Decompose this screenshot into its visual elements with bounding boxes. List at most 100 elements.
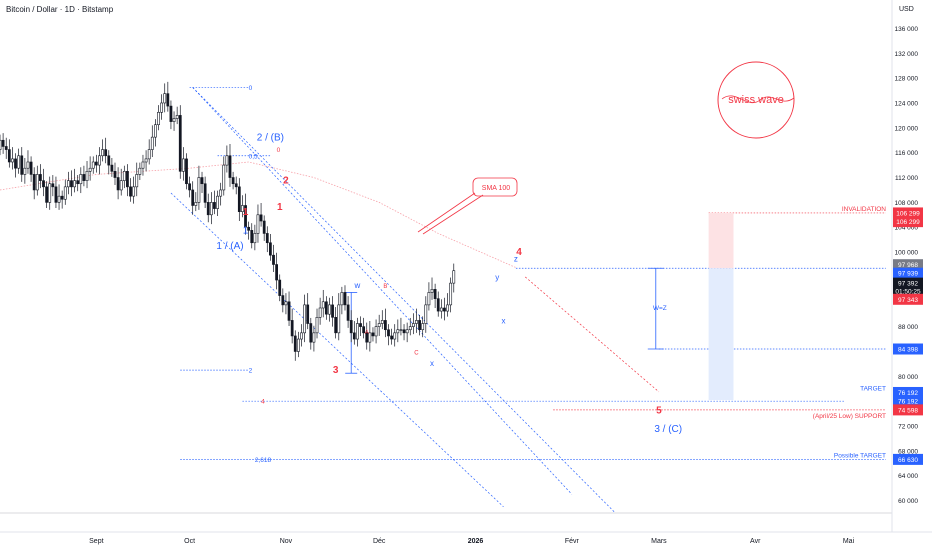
candle-body (318, 307, 322, 318)
candle-body (45, 186, 49, 203)
candle-body (356, 323, 359, 340)
candle-body (346, 304, 350, 321)
candle-body (166, 93, 170, 107)
risk-zone (708, 212, 734, 269)
candle-body (309, 323, 313, 343)
candle-body (293, 335, 297, 352)
candle-body (349, 320, 353, 334)
sma100-callout (472, 177, 518, 197)
sma100-pointer-b (422, 194, 484, 235)
price-tag-label: 97 968 (898, 262, 918, 269)
wave-label: 3 / (C) (654, 424, 682, 435)
candle-body (26, 161, 30, 169)
y-tick-label: 72 000 (898, 424, 918, 431)
candle-body (73, 180, 76, 188)
candle-body (411, 323, 415, 327)
candle-body (377, 323, 381, 327)
candle-body (88, 167, 92, 172)
candle-body (343, 292, 347, 306)
candle-body (421, 323, 425, 331)
candle-body (436, 298, 440, 312)
candle-body (241, 205, 244, 212)
candle-body (247, 226, 251, 231)
y-tick-label: 128 000 (895, 76, 919, 83)
candle-body (402, 329, 406, 334)
candle-body (352, 332, 356, 340)
y-tick-label: 116 000 (895, 150, 918, 157)
wave-label: 5 (656, 406, 662, 417)
annotation-label: TARGET (860, 385, 886, 392)
candle-body (430, 289, 434, 293)
price-tag (893, 404, 923, 416)
candle-body (178, 115, 182, 172)
price-tag (893, 293, 923, 305)
candle-body (1, 139, 5, 147)
candle-body (296, 338, 300, 352)
candle-body (337, 304, 341, 334)
candle-body (32, 174, 36, 191)
candle-body (287, 301, 291, 321)
candle-body (206, 202, 210, 216)
x-tick-label: Déc (373, 538, 386, 545)
wave-label: x (501, 317, 505, 326)
candle-body (269, 242, 272, 256)
candle-body (213, 202, 216, 209)
candle-body (122, 171, 126, 181)
y-tick-label: 108 000 (895, 200, 919, 207)
price-tag-label: 66 630 (898, 457, 918, 464)
candle-body (157, 111, 160, 126)
candle-body (256, 214, 260, 234)
candle-body (253, 233, 257, 244)
fib-level-label: 4 (261, 399, 265, 406)
candle-body (175, 115, 179, 119)
price-tag (893, 259, 923, 271)
candle-body (23, 167, 27, 175)
x-tick-label: Sept (89, 538, 103, 545)
x-tick-label: Nov (280, 538, 293, 545)
candle-body (191, 189, 195, 206)
candle-body (290, 320, 294, 337)
candle-body (340, 292, 344, 306)
reward-zone (708, 268, 734, 400)
candle-body (228, 155, 232, 178)
candle-body (39, 174, 42, 181)
candle-body (57, 195, 61, 203)
candle-body (98, 155, 101, 166)
candle-body (48, 183, 52, 203)
candle-body (334, 317, 338, 334)
wave-label: w (354, 281, 361, 290)
candle-body (51, 183, 55, 188)
candle-body (169, 105, 173, 122)
price-tag-label: 97 939 (898, 271, 918, 278)
candle-body (368, 332, 372, 343)
x-tick-label: 2026 (468, 538, 484, 545)
candle-body (107, 155, 111, 166)
candle-body (362, 326, 366, 334)
projection-arrow (525, 276, 660, 393)
candle-body (449, 282, 453, 306)
candle-body (144, 158, 148, 163)
candle-body (113, 171, 117, 178)
candle-body (250, 230, 254, 244)
candle-body (259, 214, 263, 222)
price-tag (893, 267, 923, 279)
candle-body (54, 186, 58, 203)
candles-layer (0, 81, 456, 361)
candle-body (396, 329, 400, 334)
candle-body (405, 329, 409, 334)
price-tag (893, 453, 923, 465)
x-tick-label: Oct (184, 538, 195, 545)
candle-body (82, 174, 86, 181)
y-tick-label: 64 000 (898, 473, 918, 480)
candle-body (331, 304, 334, 318)
candle-body (427, 292, 431, 306)
candle-body (446, 304, 449, 312)
candle-body (203, 183, 207, 203)
candle-body (265, 233, 269, 244)
wave-label: 2 (283, 176, 289, 187)
candle-body (390, 335, 393, 340)
candle-body (60, 195, 64, 200)
candle-body (14, 158, 17, 169)
candle-body (76, 180, 80, 185)
